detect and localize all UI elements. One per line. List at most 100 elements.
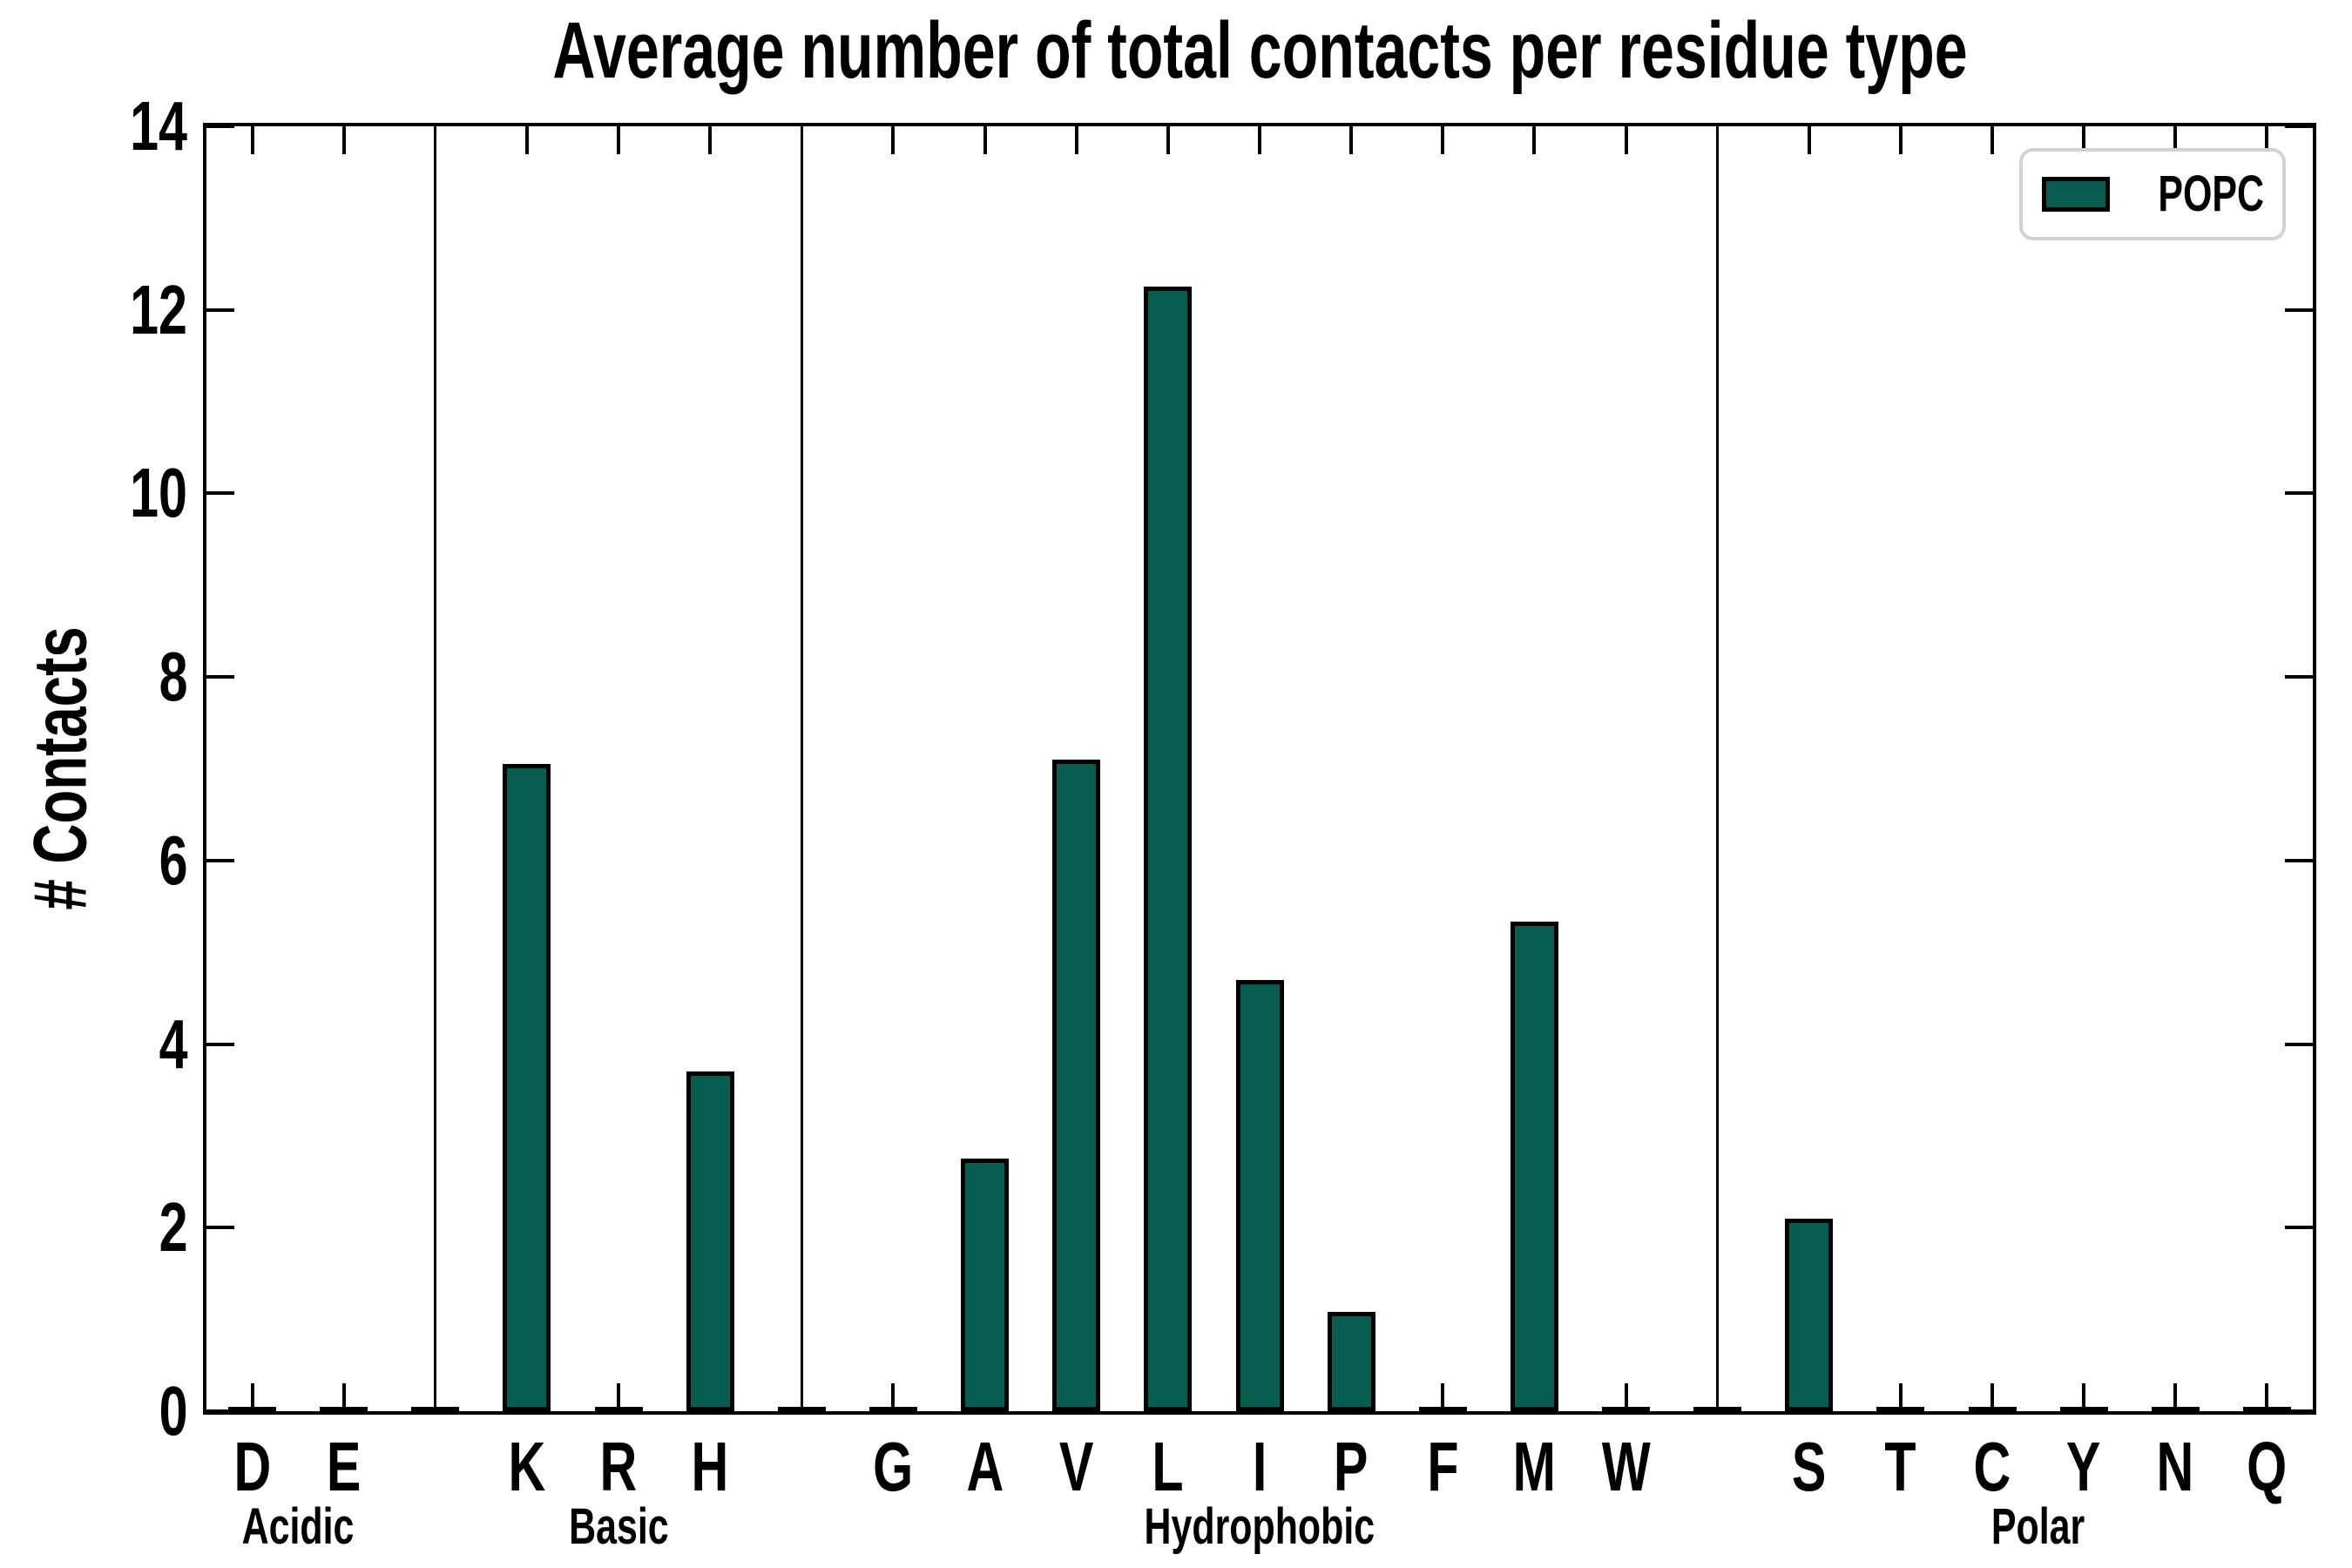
y-tick-label-4: 4	[0, 1004, 187, 1083]
x-tick-top-W	[1624, 126, 1628, 154]
right-spine	[2313, 123, 2316, 1415]
legend-label: POPC	[2139, 167, 2282, 221]
legend: POPC	[2019, 148, 2286, 240]
x-tick-label-R: R	[549, 1430, 688, 1504]
group-separator	[1716, 126, 1720, 1411]
x-tick-bottom-C	[1990, 1383, 1995, 1411]
x-tick-top-N	[2173, 126, 2178, 154]
x-tick-bottom-N	[2173, 1383, 2178, 1411]
x-tick-label-text-K: K	[508, 1428, 546, 1505]
x-tick-label-text-I: I	[1252, 1428, 1267, 1505]
x-tick-label-text-M: M	[1512, 1428, 1557, 1505]
x-tick-bottom-Y	[2082, 1383, 2086, 1411]
bar-D	[228, 1407, 277, 1411]
x-tick-bottom-R	[617, 1383, 621, 1411]
bar-Q	[2242, 1407, 2291, 1411]
x-tick-label-K: K	[457, 1430, 597, 1504]
x-tick-label-text-Q: Q	[2247, 1428, 2288, 1505]
x-tick-label-text-G: G	[873, 1428, 914, 1505]
y-tick-label-text-14: 14	[130, 87, 187, 165]
x-tick-top-F	[1441, 126, 1445, 154]
y-tick-label-text-6: 6	[159, 821, 187, 899]
x-tick-label-text-Y: Y	[2066, 1428, 2101, 1505]
x-tick-label-Y: Y	[2014, 1430, 2153, 1504]
y-tick-right-12	[2285, 308, 2313, 312]
y-tick-label-12: 12	[0, 273, 187, 347]
y-tick-right-6	[2285, 858, 2313, 862]
y-tick-right-10	[2285, 491, 2313, 496]
x-tick-label-D: D	[183, 1430, 322, 1504]
group-label-text-hydrophobic: Hydrophobic	[1144, 1498, 1375, 1555]
group-label-polar: Polar	[1821, 1500, 2256, 1554]
x-tick-top-H	[708, 126, 713, 154]
y-tick-left-10	[206, 491, 234, 496]
x-tick-top-V	[1074, 126, 1078, 154]
x-tick-bottom-W	[1624, 1383, 1628, 1411]
x-tick-label-G: G	[823, 1430, 963, 1504]
group-label-text-polar: Polar	[1990, 1498, 2085, 1555]
x-tick-label-M: M	[1464, 1430, 1604, 1504]
bar-E	[320, 1407, 368, 1411]
x-tick-label-I: I	[1190, 1430, 1329, 1504]
x-tick-label-V: V	[1007, 1430, 1146, 1504]
y-tick-label-0: 0	[0, 1375, 187, 1448]
y-tick-right-2	[2285, 1226, 2313, 1230]
x-tick-label-text-D: D	[233, 1428, 271, 1505]
y-tick-right-14	[2285, 125, 2313, 128]
y-tick-label-6: 6	[0, 821, 187, 899]
x-tick-label-W: W	[1557, 1430, 1696, 1504]
y-tick-left-12	[206, 308, 234, 312]
x-tick-top-I	[1258, 126, 1261, 154]
x-tick-label-L: L	[1098, 1430, 1238, 1504]
x-tick-bottom-Q	[2265, 1383, 2269, 1411]
y-tick-left-0	[206, 1409, 234, 1413]
y-tick-label-text-8: 8	[159, 638, 187, 716]
x-tick-label-E: E	[274, 1430, 414, 1504]
x-tick-bottom-T	[1898, 1383, 1903, 1411]
x-tick-label-text-A: A	[966, 1428, 1004, 1505]
y-tick-left-6	[206, 858, 234, 862]
group-label-hydrophobic: Hydrophobic	[1042, 1500, 1477, 1554]
bar-H	[686, 1071, 734, 1411]
y-tick-label-2: 2	[0, 1191, 187, 1264]
x-tick-bottom-G	[891, 1383, 896, 1411]
chart-title: Average number of total contacts per res…	[206, 7, 2313, 94]
x-tick-label-text-F: F	[1427, 1428, 1459, 1505]
y-tick-left-14	[206, 125, 234, 128]
y-tick-label-text-0: 0	[159, 1372, 187, 1450]
y-tick-right-4	[2285, 1042, 2313, 1046]
bar-C	[1968, 1407, 2017, 1411]
bar-W	[1602, 1407, 1651, 1411]
x-tick-top-G	[891, 126, 896, 154]
y-tick-label-10: 10	[0, 456, 187, 530]
x-tick-top-Q	[2265, 126, 2269, 154]
x-tick-top-K	[524, 126, 529, 154]
chart-title-text: Average number of total contacts per res…	[551, 6, 1968, 95]
x-tick-label-H: H	[640, 1430, 780, 1504]
bar-F	[1418, 1407, 1467, 1411]
bar-P	[1327, 1312, 1375, 1411]
bar-Y	[2059, 1407, 2108, 1411]
bar-A	[961, 1159, 1010, 1411]
group-separator	[800, 126, 803, 1411]
y-axis-label: # Contacts	[18, 626, 103, 910]
bottom-spine	[203, 1411, 2316, 1415]
legend-swatch-popc	[2042, 177, 2110, 212]
y-tick-label-8: 8	[0, 640, 187, 713]
y-tick-right-0	[2285, 1409, 2313, 1413]
y-tick-left-2	[206, 1226, 234, 1230]
x-tick-label-S: S	[1740, 1430, 1879, 1504]
zero-bar-spacer	[411, 1407, 460, 1411]
x-tick-label-text-E: E	[326, 1428, 362, 1505]
x-tick-label-text-H: H	[691, 1428, 729, 1505]
bar-T	[1876, 1407, 1925, 1411]
bar-I	[1235, 979, 1284, 1411]
x-tick-bottom-F	[1441, 1383, 1445, 1411]
y-tick-label-14: 14	[0, 90, 187, 163]
x-tick-label-text-P: P	[1334, 1428, 1369, 1505]
group-label-basic: Basic	[401, 1500, 836, 1554]
x-tick-label-text-C: C	[1973, 1428, 2011, 1505]
zero-bar-spacer	[777, 1407, 826, 1411]
y-tick-label-text-4: 4	[159, 1004, 187, 1083]
